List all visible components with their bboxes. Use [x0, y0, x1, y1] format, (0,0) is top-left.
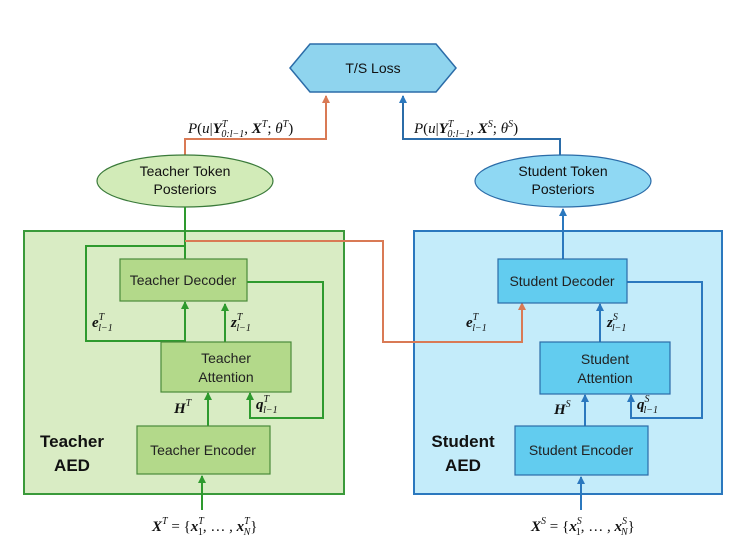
student-aed-line2: AED [445, 456, 481, 475]
teacher-attention-box [160, 341, 292, 393]
student-encoder-label: Student Encoder [529, 442, 634, 458]
student-q-text: q^S_{l−1} [0, 0, 5, 1]
student-h-text: H^S [0, 0, 2, 1]
teacher-decoder-box [119, 258, 248, 302]
student-to-loss-arrow [399, 95, 561, 157]
teacher-q-loop [246, 281, 324, 419]
student-e-label: eT l−1 [466, 312, 487, 334]
student-q-label: qS l−1 [637, 394, 658, 416]
teacher-decoder-label: Teacher Decoder [130, 272, 237, 288]
student-encoder-box [514, 425, 649, 476]
teacher-to-loss-arrow [184, 95, 330, 157]
student-q-loop [627, 281, 703, 419]
ts-loss-label: T/S Loss [345, 60, 400, 76]
teacher-e-text: e^T_{l−1} [0, 0, 5, 1]
student-token-posteriors [474, 154, 652, 208]
math-text-bindings: e^T_{l−1} z^T_{l−1} H^T q^T_{l−1} X^T = … [0, 0, 12, 1]
student-decoder-label: Student Decoder [509, 273, 614, 289]
teacher-z-label: zT l−1 [230, 312, 251, 334]
teacher-posteriors-line1: Teacher Token [140, 163, 231, 179]
teacher-e-label: eT l−1 [92, 312, 113, 334]
teacher-encoder-box [136, 425, 271, 475]
teacher-z-text: z^T_{l−1} [0, 0, 5, 1]
student-h-label: HS [553, 399, 571, 418]
teacher-posterior-formula: P(u|YT 0:l−1, XT; θT) [187, 119, 293, 140]
student-attention-line1: Student [581, 351, 629, 367]
student-decoder-box [497, 258, 628, 304]
teacher-posteriors-line2: Posteriors [153, 181, 216, 197]
teacher-aed-line2: AED [54, 456, 90, 475]
ts-loss-hexagon [289, 43, 457, 93]
teacher-h-text: H^T [0, 0, 2, 1]
student-aed-line1: Student [431, 432, 495, 451]
student-z-text: z^S_{l−1} [0, 0, 5, 1]
student-posterior-formula-text: P(u|Y^T_{0:l−1}, X^S; θ^S) [0, 0, 12, 1]
student-input-text: X^S = {x^S_1, …, x^S_N} [0, 0, 12, 1]
student-posteriors-line2: Posteriors [531, 181, 594, 197]
student-z-label: zS l−1 [606, 312, 626, 334]
teacher-encoder-label: Teacher Encoder [150, 442, 256, 458]
teacher-attention-line1: Teacher [201, 350, 251, 366]
student-posteriors-line1: Student Token [518, 163, 607, 179]
teacher-q-label: qT l−1 [256, 394, 278, 416]
teacher-input-text: X^T = {x^T_1, …, x^T_N} [0, 0, 12, 1]
student-posterior-formula: P(u|YT 0:l−1, XS; θS) [413, 119, 518, 140]
teacher-e-loop [85, 245, 189, 342]
teacher-q-text: q^T_{l−1} [0, 0, 5, 1]
teacher-h-label: HT [173, 398, 193, 417]
teacher-input-formula: XT = {xT 1, … , xT N} [151, 516, 258, 538]
student-input-formula: XS = {xS 1, … , xS N} [530, 516, 635, 538]
cross-e-connection [185, 240, 526, 343]
teacher-aed-line1: Teacher [40, 432, 104, 451]
teacher-attention-line2: Attention [198, 369, 253, 385]
student-attention-line2: Attention [577, 370, 632, 386]
student-attention-box [539, 341, 671, 395]
teacher-posterior-formula-text: P(u|Y^T_{0:l−1}, X^T; θ^T) [0, 0, 12, 1]
student-e-text: e^T_{l−1} [0, 0, 5, 1]
